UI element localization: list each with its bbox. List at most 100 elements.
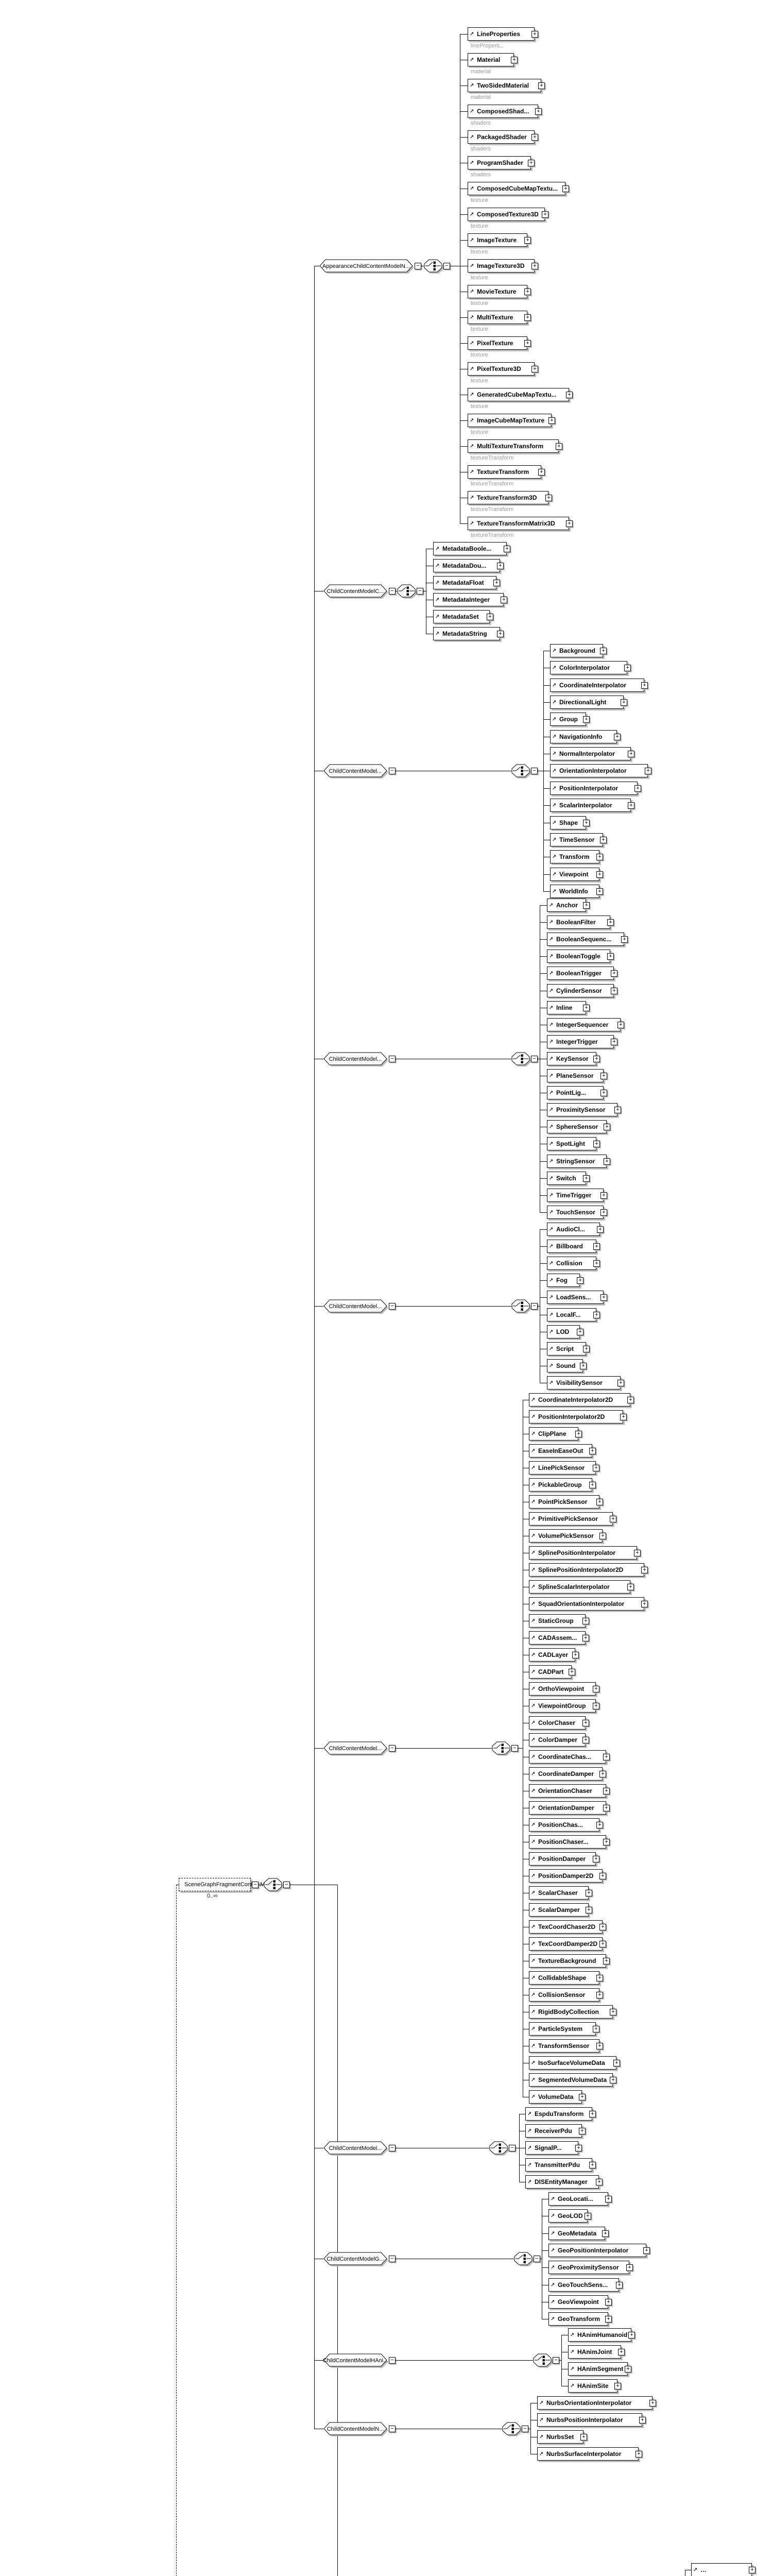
plus-icon[interactable]: + bbox=[617, 1022, 624, 1028]
plus-icon[interactable]: + bbox=[582, 1737, 589, 1743]
element-box[interactable]: SplinePositionInterpolator2D ↗ bbox=[529, 1563, 644, 1577]
plus-icon[interactable]: + bbox=[603, 1788, 610, 1794]
element-box[interactable]: MultiTexture ↗ bbox=[468, 311, 527, 324]
element-box[interactable]: Switch ↗ bbox=[547, 1172, 586, 1185]
plus-icon[interactable]: + bbox=[604, 1124, 610, 1130]
element-box[interactable]: StaticGroup ↗ bbox=[529, 1614, 586, 1628]
element-box[interactable]: ReceiverPdu ↗ bbox=[525, 2124, 582, 2138]
plus-icon[interactable]: + bbox=[634, 1550, 641, 1556]
plus-icon[interactable]: + bbox=[627, 1397, 634, 1403]
element-box[interactable]: Billboard ↗ bbox=[547, 1240, 596, 1253]
element-box[interactable]: PositionChaser... ↗ bbox=[529, 1835, 606, 1849]
element-box[interactable]: CADAssem... ↗ bbox=[529, 1631, 586, 1645]
minus-icon[interactable]: − bbox=[511, 1745, 518, 1752]
element-box[interactable]: PositionInterpolator ↗ bbox=[550, 782, 638, 795]
plus-icon[interactable]: + bbox=[607, 919, 614, 926]
plus-icon[interactable]: + bbox=[596, 1992, 603, 1998]
element-box[interactable]: ScalarDamper ↗ bbox=[529, 1903, 589, 1917]
plus-icon[interactable]: + bbox=[577, 1277, 583, 1284]
element-box[interactable]: VisibilitySensor ↗ bbox=[547, 1376, 621, 1389]
element-box[interactable]: MetadataFloat ↗ bbox=[433, 576, 496, 589]
plus-icon[interactable]: + bbox=[604, 1158, 610, 1165]
element-box[interactable]: Inline ↗ bbox=[547, 1001, 586, 1014]
plus-icon[interactable]: + bbox=[583, 716, 590, 723]
element-box[interactable]: PositionInterpolator2D ↗ bbox=[529, 1410, 623, 1423]
plus-icon[interactable]: + bbox=[605, 2196, 612, 2202]
plus-icon[interactable]: + bbox=[487, 614, 493, 620]
plus-icon[interactable]: + bbox=[596, 871, 603, 878]
plus-icon[interactable]: + bbox=[641, 1601, 648, 1607]
plus-icon[interactable]: + bbox=[643, 2247, 650, 2254]
plus-icon[interactable]: + bbox=[577, 1329, 583, 1335]
plus-icon[interactable]: + bbox=[589, 1448, 596, 1454]
element-box[interactable]: TextureBackground ↗ bbox=[529, 1954, 606, 1968]
plus-icon[interactable]: + bbox=[599, 1941, 606, 1947]
element-box[interactable]: LineProperties ↗ bbox=[468, 27, 535, 41]
plus-icon[interactable]: + bbox=[497, 563, 504, 569]
minus-icon[interactable]: − bbox=[389, 588, 396, 595]
plus-icon[interactable]: + bbox=[524, 289, 531, 295]
element-box[interactable]: KeySensor ↗ bbox=[547, 1052, 596, 1065]
element-box[interactable]: SceneGraphFragmentContentM... bbox=[179, 1878, 270, 1891]
element-box[interactable]: ProgramShader ↗ bbox=[468, 156, 531, 170]
plus-icon[interactable]: + bbox=[634, 785, 641, 792]
plus-icon[interactable]: + bbox=[610, 2009, 616, 2015]
element-box[interactable]: ImageTexture3D ↗ bbox=[468, 259, 535, 273]
element-box[interactable]: ImageTexture ↗ bbox=[468, 233, 527, 247]
plus-icon[interactable]: + bbox=[614, 734, 621, 740]
choice-compositor-icon[interactable] bbox=[511, 1299, 532, 1315]
plus-icon[interactable]: + bbox=[593, 1312, 600, 1318]
element-box[interactable]: Group ↗ bbox=[550, 713, 586, 726]
model-group-hexagon[interactable]: ChildContentModelN... bbox=[323, 2422, 390, 2438]
element-box[interactable]: OrthoViewpoint ↗ bbox=[529, 1682, 596, 1696]
element-box[interactable]: Transform ↗ bbox=[550, 850, 599, 863]
plus-icon[interactable]: + bbox=[599, 1924, 606, 1930]
plus-icon[interactable]: + bbox=[625, 2366, 631, 2372]
element-box[interactable]: GeoViewpoint ↗ bbox=[548, 2295, 608, 2309]
element-box[interactable]: TexCoordDamper2D ↗ bbox=[529, 1937, 603, 1951]
element-box[interactable]: GeoLOD ↗ bbox=[548, 2209, 588, 2223]
plus-icon[interactable]: + bbox=[586, 1907, 592, 1913]
plus-icon[interactable]: + bbox=[589, 1482, 596, 1488]
plus-icon[interactable]: + bbox=[596, 1499, 603, 1505]
plus-icon[interactable]: + bbox=[620, 1414, 627, 1420]
plus-icon[interactable]: + bbox=[596, 2179, 603, 2185]
plus-icon[interactable]: + bbox=[511, 57, 518, 63]
plus-icon[interactable]: + bbox=[621, 699, 627, 706]
element-box[interactable]: TimeSensor ↗ bbox=[550, 833, 603, 846]
element-box[interactable]: TexCoordChaser2D ↗ bbox=[529, 1920, 603, 1934]
element-box[interactable]: RigidBodyCollection ↗ bbox=[529, 2005, 613, 2019]
element-box[interactable]: NurbsPositionInterpolator ↗ bbox=[537, 2413, 642, 2427]
plus-icon[interactable]: + bbox=[582, 1618, 589, 1624]
plus-icon[interactable]: + bbox=[575, 2145, 582, 2151]
element-box[interactable]: Shape ↗ bbox=[550, 816, 586, 829]
plus-icon[interactable]: + bbox=[649, 2400, 656, 2406]
plus-icon[interactable]: + bbox=[583, 1346, 590, 1352]
plus-icon[interactable]: + bbox=[593, 1243, 600, 1250]
minus-icon[interactable]: − bbox=[553, 2357, 559, 2364]
plus-icon[interactable]: + bbox=[524, 314, 531, 321]
element-box[interactable]: BooleanTrigger ↗ bbox=[547, 967, 614, 980]
plus-icon[interactable]: + bbox=[566, 520, 573, 527]
element-box[interactable]: Material ↗ bbox=[468, 53, 514, 66]
minus-icon[interactable]: − bbox=[443, 263, 450, 269]
plus-icon[interactable]: + bbox=[749, 2567, 755, 2573]
element-box[interactable]: SplineScalarInterpolator ↗ bbox=[529, 1580, 630, 1594]
element-box[interactable]: PointLig... ↗ bbox=[547, 1086, 604, 1099]
element-box[interactable]: VolumePickSensor ↗ bbox=[529, 1529, 603, 1543]
plus-icon[interactable]: + bbox=[580, 2434, 587, 2441]
element-box[interactable]: BooleanFilter ↗ bbox=[547, 916, 610, 929]
plus-icon[interactable]: + bbox=[614, 1107, 621, 1113]
element-box[interactable]: MetadataSet ↗ bbox=[433, 610, 490, 623]
minus-icon[interactable]: − bbox=[389, 768, 396, 774]
element-box[interactable]: PickableGroup ↗ bbox=[529, 1478, 592, 1492]
plus-icon[interactable]: + bbox=[556, 443, 562, 450]
plus-icon[interactable]: + bbox=[613, 2060, 620, 2066]
element-box[interactable]: LoadSens... ↗ bbox=[547, 1291, 604, 1304]
element-box[interactable]: ProximitySensor ↗ bbox=[547, 1103, 617, 1116]
element-box[interactable]: PositionDamper2D ↗ bbox=[529, 1869, 603, 1883]
element-box[interactable]: … ↗ bbox=[691, 2563, 752, 2576]
plus-icon[interactable]: + bbox=[524, 237, 531, 244]
element-box[interactable]: CoordinateInterpolator ↗ bbox=[550, 679, 644, 692]
plus-icon[interactable]: + bbox=[600, 1090, 607, 1096]
